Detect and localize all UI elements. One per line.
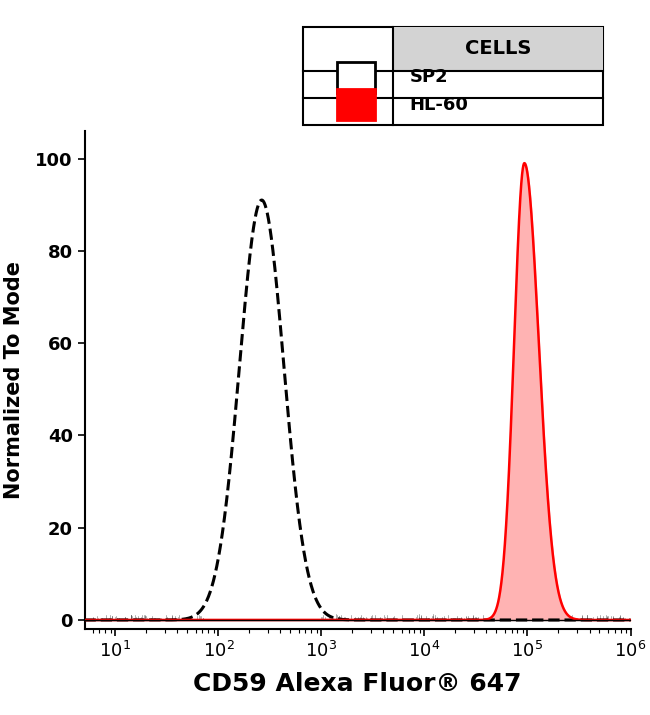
Y-axis label: Normalized To Mode: Normalized To Mode — [4, 261, 24, 499]
Text: CELLS: CELLS — [465, 39, 531, 59]
FancyBboxPatch shape — [337, 62, 375, 92]
X-axis label: CD59 Alexa Fluor® 647: CD59 Alexa Fluor® 647 — [193, 672, 522, 696]
Text: SP2: SP2 — [410, 68, 448, 87]
FancyBboxPatch shape — [337, 89, 375, 120]
FancyBboxPatch shape — [303, 27, 603, 125]
Text: HL-60: HL-60 — [410, 96, 468, 114]
FancyBboxPatch shape — [393, 27, 603, 71]
